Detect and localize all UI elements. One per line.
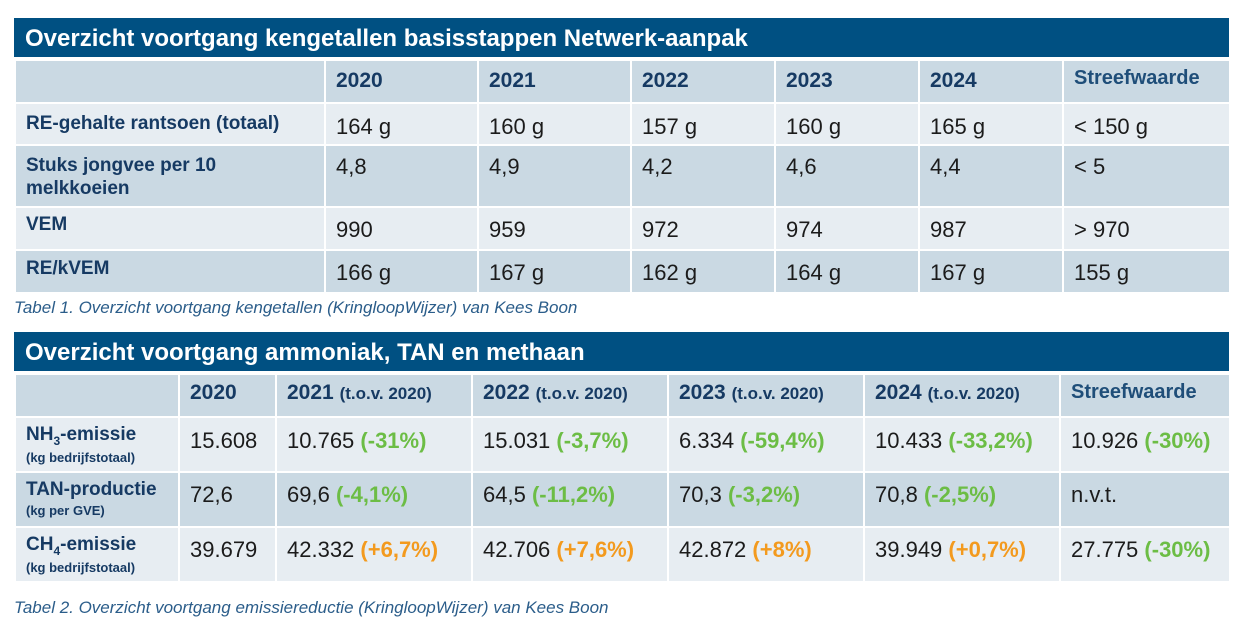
table-cell: 39.679 <box>178 526 277 583</box>
table-row: RE/kVEM 166 g 167 g 162 g 164 g 167 g 15… <box>14 249 1231 294</box>
table-cell: 167 g <box>477 249 632 294</box>
table-cell: 4,6 <box>774 144 920 208</box>
table-cell: 4,9 <box>477 144 632 208</box>
table-cell: 165 g <box>918 102 1064 146</box>
row-label: VEM <box>14 206 326 251</box>
table-cell: 990 <box>324 206 479 251</box>
table1-header-2021: 2021 <box>477 59 632 104</box>
table-cell: 42.872 (+8%) <box>667 526 865 583</box>
table-cell: n.v.t. <box>1059 471 1231 528</box>
table1-header-streefwaarde: Streefwaarde <box>1062 59 1231 104</box>
table-cell: 42.332 (+6,7%) <box>275 526 473 583</box>
table2-header-2023: 2023 (t.o.v. 2020) <box>667 373 865 418</box>
table-cell: 4,2 <box>630 144 776 208</box>
table-cell: 70,8 (-2,5%) <box>863 471 1061 528</box>
table1-title: Overzicht voortgang kengetallen basissta… <box>14 18 1229 59</box>
table1-header-2024: 2024 <box>918 59 1064 104</box>
table2-header-2022: 2022 (t.o.v. 2020) <box>471 373 669 418</box>
table-cell: 42.706 (+7,6%) <box>471 526 669 583</box>
table2-header-2024: 2024 (t.o.v. 2020) <box>863 373 1061 418</box>
row-label: RE-gehalte rantsoen (totaal) <box>14 102 326 146</box>
row-label-tan: TAN-productie (kg per GVE) <box>14 471 180 528</box>
table-cell: 10.926 (-30%) <box>1059 416 1231 473</box>
table-cell: 162 g <box>630 249 776 294</box>
table2-header-row: 2020 2021 (t.o.v. 2020) 2022 (t.o.v. 202… <box>14 373 1231 418</box>
table-row: RE-gehalte rantsoen (totaal) 164 g 160 g… <box>14 102 1231 146</box>
table-cell: 972 <box>630 206 776 251</box>
table-cell: 160 g <box>477 102 632 146</box>
table-cell: 6.334 (-59,4%) <box>667 416 865 473</box>
row-label-ch4: CH4-emissie (kg bedrijfstotaal) <box>14 526 180 583</box>
row-label-nh3: NH3-emissie (kg bedrijfstotaal) <box>14 416 180 473</box>
table-cell: < 5 <box>1062 144 1231 208</box>
table-cell: 164 g <box>324 102 479 146</box>
table2-caption: Tabel 2. Overzicht voortgang emissieredu… <box>14 598 609 617</box>
table1-header-2022: 2022 <box>630 59 776 104</box>
table-cell: < 150 g <box>1062 102 1231 146</box>
table1-header-corner <box>14 59 326 104</box>
table1-header-2020: 2020 <box>324 59 479 104</box>
table-cell: 959 <box>477 206 632 251</box>
table-cell: 160 g <box>774 102 920 146</box>
table-cell: 10.765 (-31%) <box>275 416 473 473</box>
table-row: Stuks jongvee per 10 melkkoeien 4,8 4,9 … <box>14 144 1231 208</box>
table2-title: Overzicht voortgang ammoniak, TAN en met… <box>14 332 1229 373</box>
table1-caption: Tabel 1. Overzicht voortgang kengetallen… <box>14 298 578 317</box>
table2-header-streefwaarde: Streefwaarde <box>1059 373 1231 418</box>
table-cell: 39.949 (+0,7%) <box>863 526 1061 583</box>
table-cell: 70,3 (-3,2%) <box>667 471 865 528</box>
table-cell: 974 <box>774 206 920 251</box>
table1-container: Overzicht voortgang kengetallen basissta… <box>14 18 1231 294</box>
table-cell: 27.775 (-30%) <box>1059 526 1231 583</box>
table-cell: 64,5 (-11,2%) <box>471 471 669 528</box>
table-row: NH3-emissie (kg bedrijfstotaal) 15.608 1… <box>14 416 1231 473</box>
table2: 2020 2021 (t.o.v. 2020) 2022 (t.o.v. 202… <box>14 373 1231 583</box>
table-cell: 15.608 <box>178 416 277 473</box>
table-cell: 15.031 (-3,7%) <box>471 416 669 473</box>
table-row: CH4-emissie (kg bedrijfstotaal) 39.679 4… <box>14 526 1231 583</box>
table-cell: 157 g <box>630 102 776 146</box>
table-cell: 4,8 <box>324 144 479 208</box>
table2-container: Overzicht voortgang ammoniak, TAN en met… <box>14 332 1231 583</box>
row-label: Stuks jongvee per 10 melkkoeien <box>14 144 326 208</box>
table-cell: 10.433 (-33,2%) <box>863 416 1061 473</box>
table2-header-corner <box>14 373 180 418</box>
table-cell: 164 g <box>774 249 920 294</box>
table-cell: 155 g <box>1062 249 1231 294</box>
table1: 2020 2021 2022 2023 2024 Streefwaarde RE… <box>14 59 1231 294</box>
table1-header-row: 2020 2021 2022 2023 2024 Streefwaarde <box>14 59 1231 104</box>
table1-header-2023: 2023 <box>774 59 920 104</box>
table-row: VEM 990 959 972 974 987 > 970 <box>14 206 1231 251</box>
table-cell: 69,6 (-4,1%) <box>275 471 473 528</box>
table-cell: 4,4 <box>918 144 1064 208</box>
row-label: RE/kVEM <box>14 249 326 294</box>
table-cell: 72,6 <box>178 471 277 528</box>
table2-header-2021: 2021 (t.o.v. 2020) <box>275 373 473 418</box>
table-cell: 167 g <box>918 249 1064 294</box>
table-cell: > 970 <box>1062 206 1231 251</box>
table-cell: 987 <box>918 206 1064 251</box>
table-cell: 166 g <box>324 249 479 294</box>
table2-header-2020: 2020 <box>178 373 277 418</box>
table-row: TAN-productie (kg per GVE) 72,6 69,6 (-4… <box>14 471 1231 528</box>
